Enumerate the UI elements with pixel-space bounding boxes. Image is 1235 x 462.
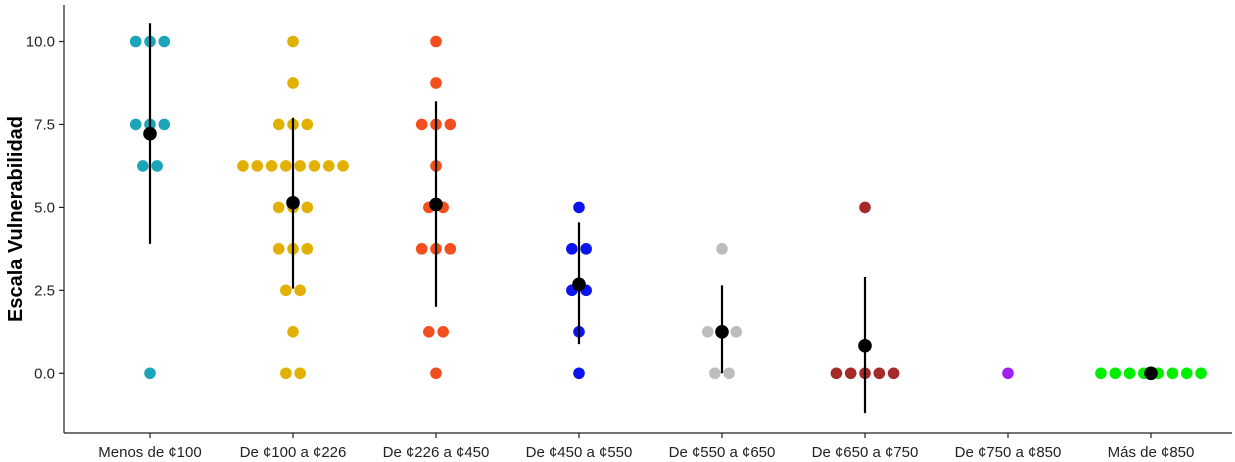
x-ticks: Menos de ¢100 De ¢100 a ¢226 De ¢226 a ¢45… xyxy=(98,433,1194,461)
summary-marks xyxy=(143,23,1158,414)
data-point xyxy=(322,160,335,172)
x-tick-label: De ¢450 a ¢550 xyxy=(526,444,633,461)
data-point xyxy=(308,160,321,172)
data-point xyxy=(723,367,735,380)
data-point xyxy=(158,35,171,48)
data-point xyxy=(415,118,428,131)
data-point xyxy=(294,367,306,380)
y-axis-title: Escala Vulnerabilidad xyxy=(5,116,27,322)
data-point xyxy=(301,201,314,214)
data-point xyxy=(272,201,285,214)
data-point xyxy=(444,243,457,255)
y-tick-label: 2.5 xyxy=(34,282,55,299)
data-point xyxy=(873,367,886,380)
x-tick-label: Más de ¢850 xyxy=(1108,444,1195,461)
y-tick-label: 10.0 xyxy=(26,33,55,50)
data-point xyxy=(287,35,299,48)
data-point xyxy=(430,35,442,48)
data-point xyxy=(272,118,285,131)
data-point xyxy=(430,77,442,89)
data-point xyxy=(287,77,299,89)
data-point xyxy=(716,243,728,255)
data-point xyxy=(265,160,278,172)
data-point xyxy=(701,326,714,338)
data-point xyxy=(1166,367,1179,380)
data-point xyxy=(137,160,149,172)
data-point xyxy=(280,284,292,297)
data-point xyxy=(301,118,314,131)
data-point xyxy=(1123,367,1136,380)
data-point xyxy=(844,367,857,380)
data-points xyxy=(129,35,1207,380)
y-tick-label: 0.0 xyxy=(34,365,55,382)
data-point xyxy=(830,367,843,380)
data-point xyxy=(129,35,142,48)
data-point xyxy=(280,367,292,380)
x-tick-label: De ¢226 a ¢450 xyxy=(383,444,490,461)
data-point xyxy=(280,160,292,172)
data-point xyxy=(294,160,306,172)
x-tick-label: De ¢100 a ¢226 xyxy=(240,444,347,461)
data-point xyxy=(573,367,585,380)
data-point xyxy=(237,160,249,172)
y-tick-label: 7.5 xyxy=(34,116,55,133)
data-point xyxy=(144,367,156,380)
data-point xyxy=(337,160,349,172)
mean-point xyxy=(858,338,872,353)
data-point xyxy=(1195,367,1207,380)
data-point xyxy=(415,243,428,255)
x-tick-label: De ¢650 a ¢750 xyxy=(812,444,919,461)
data-point xyxy=(1109,367,1122,380)
data-point xyxy=(251,160,264,172)
data-point xyxy=(272,243,285,255)
data-point xyxy=(730,326,743,338)
data-point xyxy=(430,367,442,380)
data-point xyxy=(580,243,592,255)
data-point xyxy=(444,118,457,131)
data-point xyxy=(301,243,314,255)
data-point xyxy=(287,326,299,338)
data-point xyxy=(294,284,306,297)
data-point xyxy=(566,243,578,255)
mean-point xyxy=(286,195,300,210)
data-point xyxy=(423,326,435,338)
x-tick-label: Menos de ¢100 xyxy=(98,444,201,461)
data-point xyxy=(1002,367,1014,380)
data-point xyxy=(151,160,163,172)
mean-point xyxy=(572,277,586,292)
data-point xyxy=(573,201,585,214)
data-point xyxy=(1180,367,1193,380)
data-point xyxy=(859,201,871,214)
data-point xyxy=(437,326,449,338)
data-point xyxy=(158,118,171,131)
mean-point xyxy=(143,126,157,141)
data-point xyxy=(887,367,900,380)
mean-point xyxy=(1144,366,1158,381)
mean-point xyxy=(429,197,443,212)
y-ticks: 0.0 2.5 5.0 7.5 10.0 xyxy=(26,33,64,382)
x-tick-label: De ¢550 a ¢650 xyxy=(669,444,776,461)
x-tick-label: De ¢750 a ¢850 xyxy=(955,444,1062,461)
data-point xyxy=(709,367,721,380)
data-point xyxy=(1095,367,1107,380)
mean-point xyxy=(715,325,729,339)
data-point xyxy=(129,118,142,131)
y-tick-label: 5.0 xyxy=(34,199,55,216)
